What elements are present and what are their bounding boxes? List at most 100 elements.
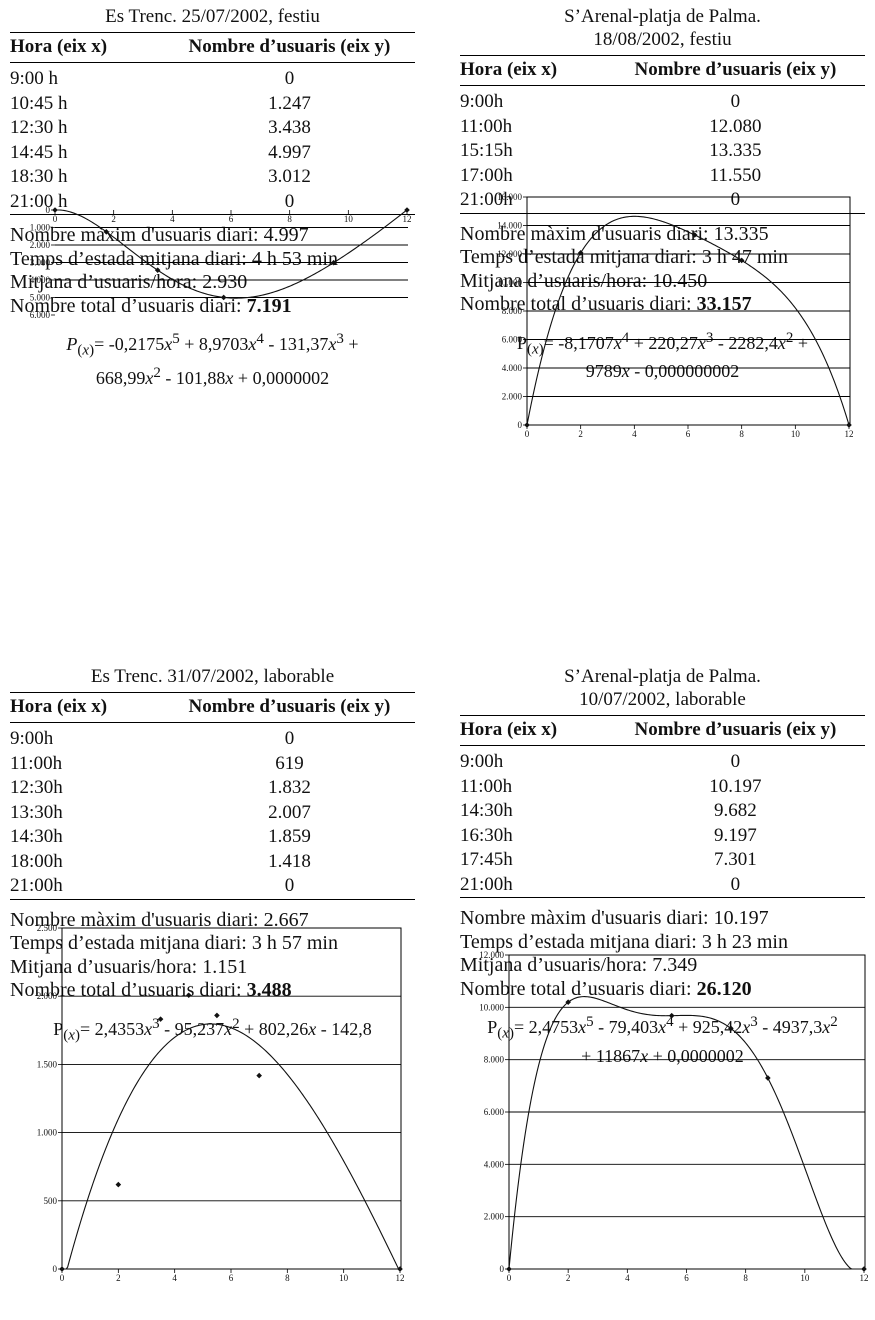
y-tick-label: 12.000 (497, 249, 522, 259)
cell-hora: 9:00h (460, 751, 504, 772)
stat-avg: Mitjana d’usuaris/hora: 10.450 (460, 269, 708, 292)
cell-usuaris: 0 (730, 91, 741, 112)
x-tick-label: 6 (684, 1273, 689, 1283)
cell-hora: 17:45h (460, 849, 513, 870)
stat-total: Nombre total d’usuaris diari: 33.157 (460, 293, 752, 315)
x-tick-label: 8 (739, 429, 744, 439)
table-row: 21:00h 0 (10, 874, 415, 900)
y-tick-label: 2.500 (37, 923, 58, 933)
table-row: 14:45 h 4.997 (10, 141, 415, 166)
stat-total: Nombre total d’usuaris diari: 7.191 (10, 294, 292, 317)
x-tick-label: 12 (403, 214, 412, 224)
x-tick-label: 0 (60, 1273, 65, 1283)
stat-max: Nombre màxim d'usuaris diari: 4.997 (10, 224, 309, 246)
cell-hora: 17:00h (460, 164, 513, 186)
data-point (115, 1181, 122, 1188)
data-point (330, 259, 337, 266)
x-tick-label: 12 (845, 429, 854, 439)
cell-usuaris: 1.418 (268, 850, 311, 872)
table-row: 10:45 h 1.247 (10, 92, 415, 117)
equation-line: + 11867x + 0,0000002 (581, 1045, 744, 1066)
y-tick-label: 14.000 (497, 221, 522, 231)
equation-line: P(x)= 2,4753x5 - 79,403x4 + 925,42x3 - 4… (487, 1014, 838, 1042)
col-header-usuaris: Nombre d’usuaris (eix y) (605, 715, 865, 746)
cell-hora: 21:00 h (10, 189, 164, 215)
cell-hora: 9:00h (460, 91, 504, 112)
y-tick-label: 2.000 (30, 240, 51, 250)
plot-frame (61, 927, 402, 1270)
table-row: 14:30h 1.859 (10, 825, 415, 850)
data-point (524, 422, 530, 428)
cell-usuaris: 10.197 (709, 775, 762, 797)
cell-usuaris: 4.997 (268, 141, 311, 163)
y-tick-label: 1.000 (37, 1128, 58, 1138)
cell-usuaris: 11.550 (709, 164, 762, 186)
stat-avg: Mitjana d’usuaris/hora: 2.930 (10, 271, 248, 293)
trend-curve (62, 1023, 400, 1270)
x-tick-label: 8 (285, 1273, 290, 1283)
cell-hora: 11:00h (10, 752, 63, 774)
panel-title: Es Trenc. 25/07/2002, festiu (105, 6, 320, 27)
cell-hora: 12:30h (10, 777, 63, 798)
x-tick-label: 8 (743, 1273, 748, 1283)
equation: P(x)= 2,4353x3 - 95,237x2 + 802,26x - 14… (10, 1013, 415, 1047)
stat-stay: Temps d’estada mitjana diari: 4 h 53 min (10, 247, 338, 270)
panel-arenal-laborable: S’Arenal-platja de Palma. 10/07/2002, la… (460, 665, 865, 1067)
x-tick-label: 0 (525, 429, 530, 439)
x-tick-label: 4 (170, 214, 175, 224)
equation-line: P(x)= 2,4353x3 - 95,237x2 + 802,26x - 14… (53, 1015, 372, 1044)
cell-hora: 14:30h (10, 826, 63, 847)
x-tick-label: 4 (625, 1273, 630, 1283)
col-header-hora: Hora (eix x) (460, 55, 606, 86)
table-row: 9:00 h 0 (10, 63, 415, 92)
stats-block: Nombre màxim d'usuaris diari: 10.197 Tem… (460, 907, 865, 1001)
table-row: 11:00h 10.197 (460, 775, 865, 800)
data-point (846, 422, 852, 428)
equation: P(x)= 2,4753x5 - 79,403x4 + 925,42x3 - 4… (460, 1011, 865, 1067)
x-tick-label: 2 (566, 1273, 571, 1283)
cell-hora: 9:00h (10, 728, 54, 749)
col-header-usuaris: Nombre d’usuaris (eix y) (163, 32, 415, 63)
cell-usuaris: 619 (275, 752, 304, 774)
data-point (861, 1266, 867, 1272)
equation-line: P(x)= -8,1707x4 + 220,27x3 - 2282,4x2 + (516, 329, 809, 358)
x-tick-label: 12 (396, 1273, 405, 1283)
table-row: 14:30h 9.682 (460, 799, 865, 824)
y-tick-label: 4.000 (484, 1159, 505, 1169)
y-tick-label: 2.000 (484, 1212, 505, 1222)
y-tick-label: 500 (44, 1196, 58, 1206)
y-tick-label: 10.000 (497, 278, 522, 288)
cell-hora: 13:30h (10, 801, 63, 823)
cell-hora: 14:45 h (10, 141, 68, 163)
equation: P(x)= -8,1707x4 + 220,27x3 - 2282,4x2 + … (460, 327, 865, 383)
cell-hora: 11:00h (460, 775, 513, 797)
y-tick-label: 5.000 (30, 293, 51, 303)
y-tick-label: 0 (46, 205, 51, 215)
data-point (185, 992, 192, 999)
stats-block: Nombre màxim d'usuaris diari: 2.667 Temp… (10, 909, 415, 1003)
data-point (157, 1016, 164, 1022)
cell-usuaris: 0 (605, 872, 865, 898)
cell-usuaris: 13.335 (709, 140, 762, 161)
y-tick-label: 0 (518, 420, 523, 430)
data-point (397, 1266, 403, 1272)
y-tick-label: 6.000 (502, 335, 523, 345)
cell-hora: 15:15h (460, 140, 513, 161)
table-row: 11:00h 619 (10, 752, 415, 777)
table-row: 9:00h 0 (10, 723, 415, 752)
panel-es-trenc-laborable: Es Trenc. 31/07/2002, laborable Hora (ei… (10, 665, 415, 1046)
y-tick-label: 4.000 (30, 275, 51, 285)
trend-curve (508, 996, 864, 1270)
x-tick-label: 6 (229, 214, 234, 224)
x-tick-label: 2 (578, 429, 583, 439)
cell-usuaris: 9.197 (714, 824, 757, 846)
x-tick-label: 6 (686, 429, 691, 439)
data-point (691, 232, 698, 238)
cell-hora: 10:45 h (10, 92, 68, 114)
data-table: Hora (eix x) Nombre d’usuaris (eix y) 9:… (460, 55, 865, 214)
cell-hora: 11:00h (460, 115, 513, 137)
y-tick-label: 8.000 (484, 1055, 505, 1065)
table-row: 12:30h 1.832 (10, 776, 415, 801)
cell-hora: 9:00 h (10, 68, 59, 89)
